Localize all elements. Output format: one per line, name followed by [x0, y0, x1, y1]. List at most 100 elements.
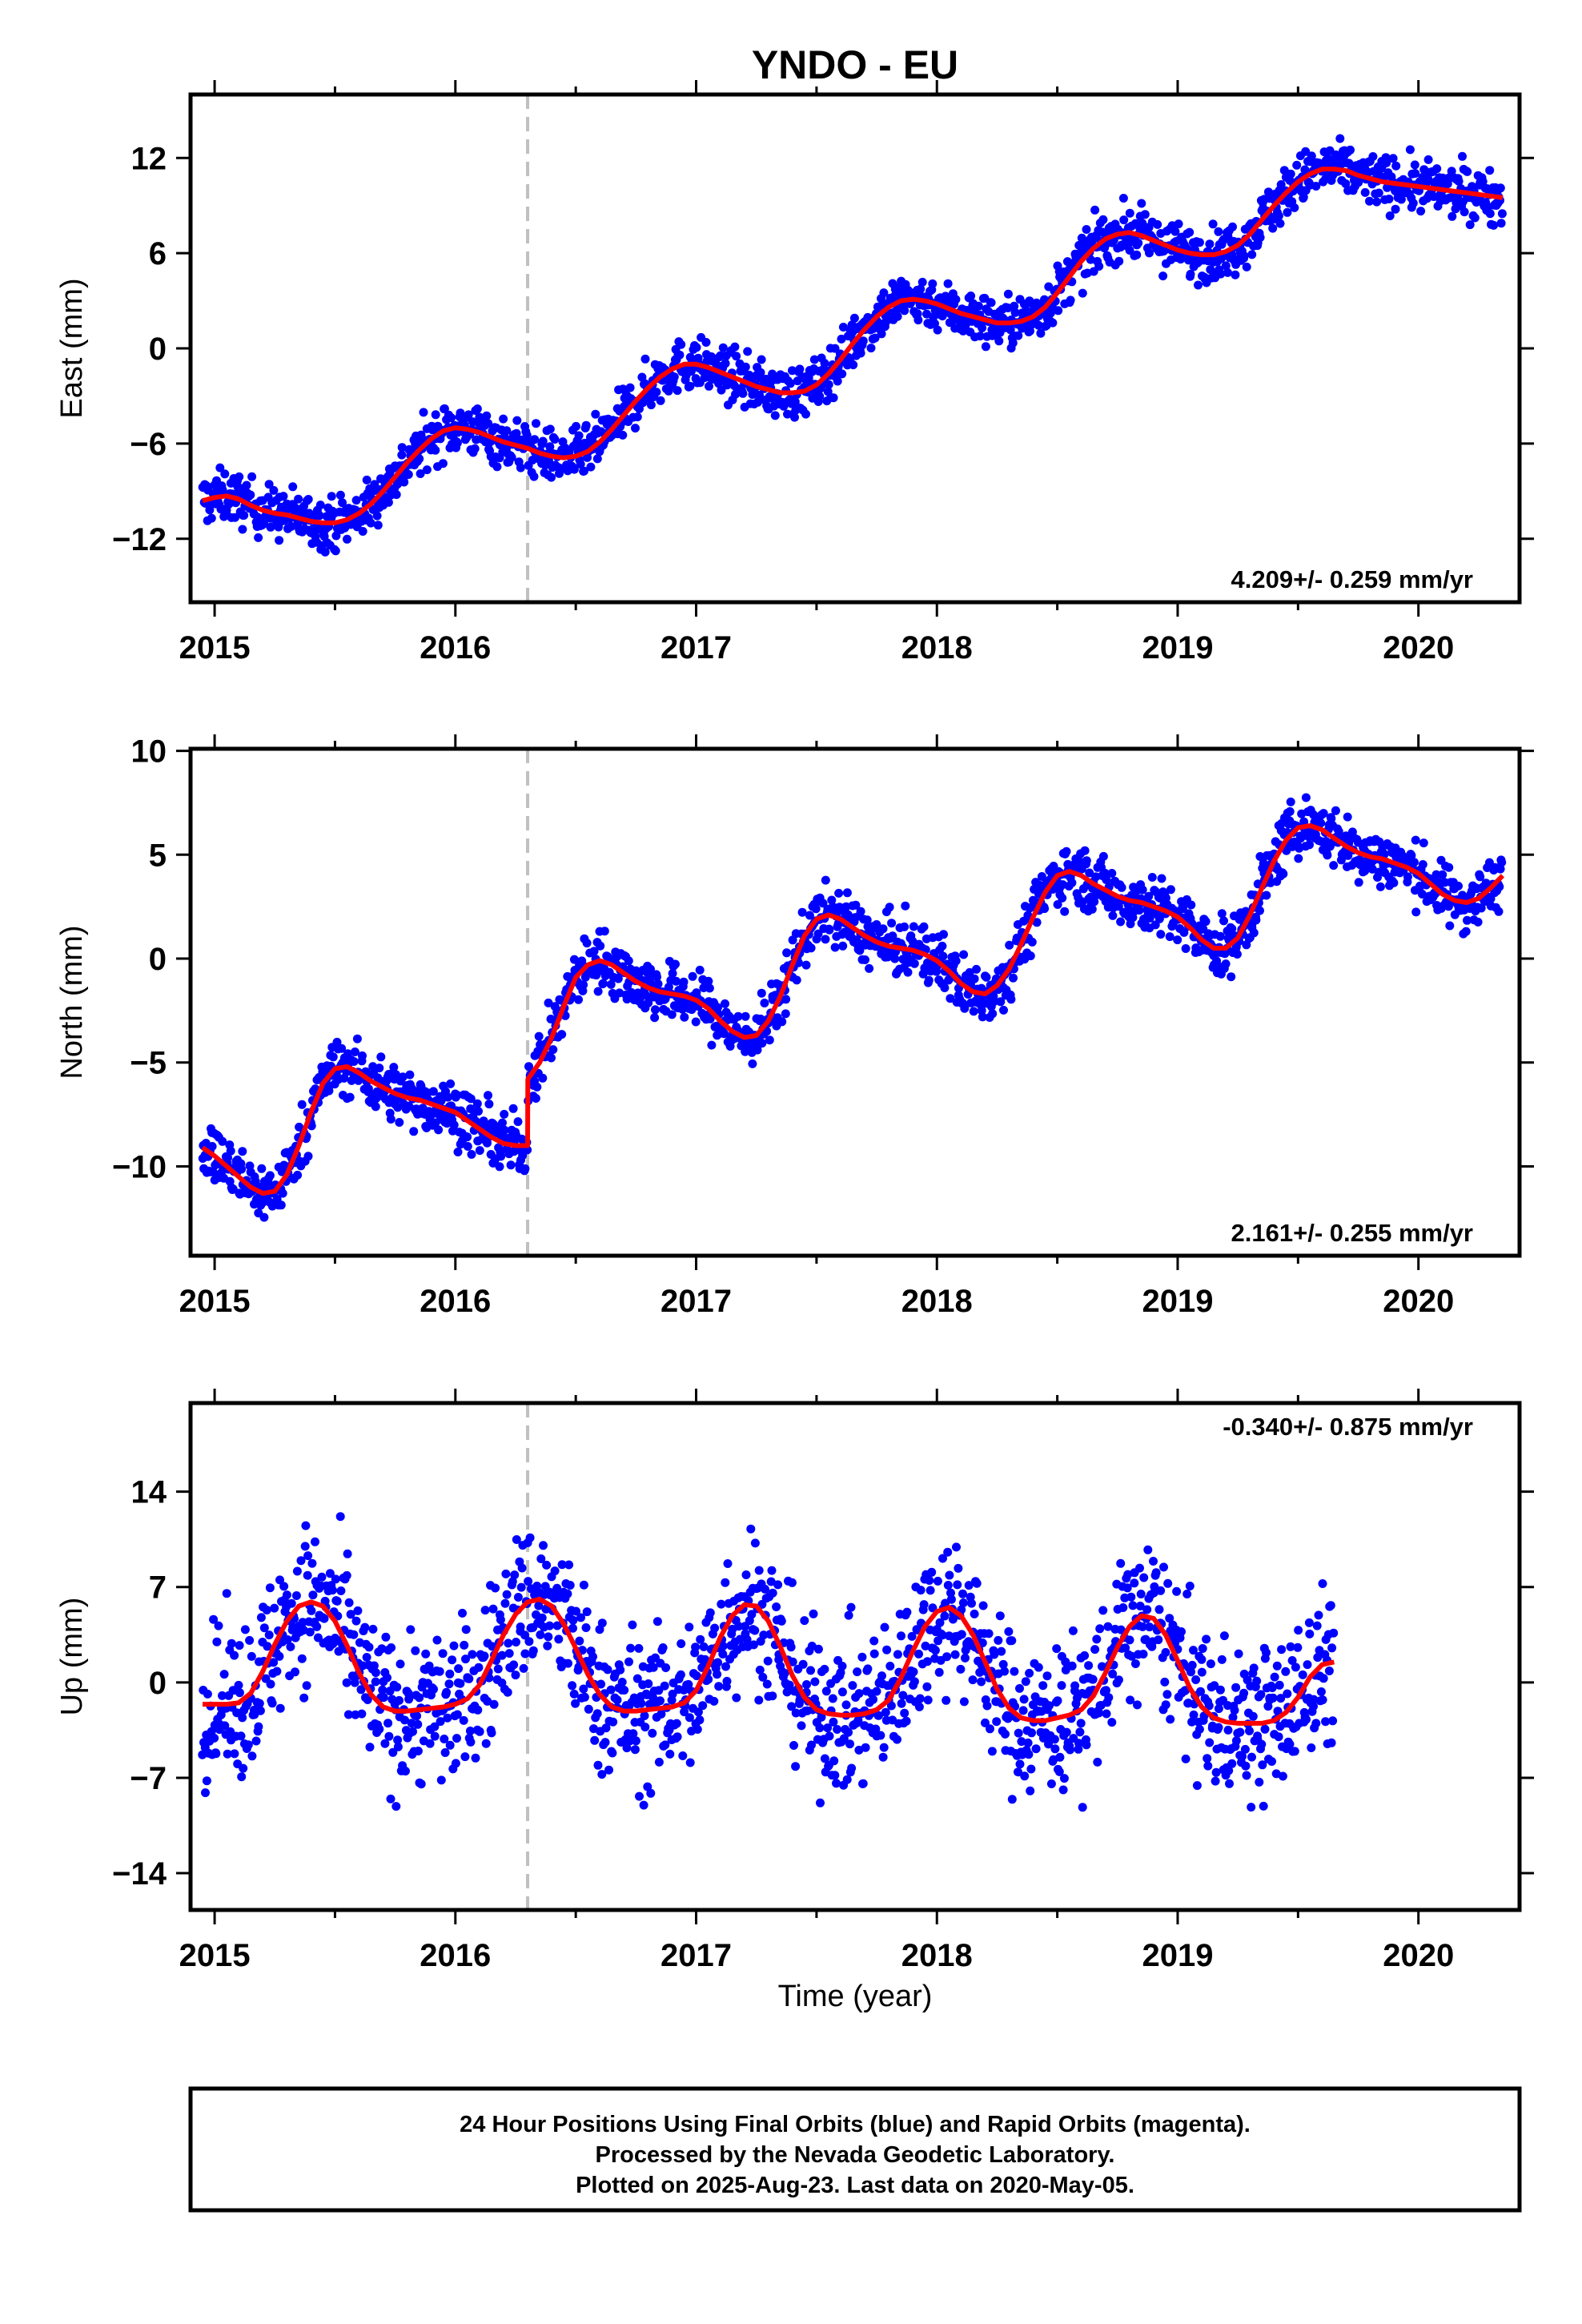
data-point: [798, 1659, 808, 1669]
y-tick-label: −5: [130, 1046, 167, 1081]
data-point: [943, 1581, 953, 1590]
data-point: [468, 1650, 477, 1659]
data-point: [984, 1629, 994, 1638]
data-point: [480, 1606, 490, 1615]
data-point: [834, 888, 844, 898]
data-point: [748, 390, 757, 400]
data-point: [1067, 878, 1077, 887]
data-point: [1118, 1603, 1128, 1612]
data-point: [422, 465, 432, 475]
data-point: [342, 1678, 351, 1687]
data-point: [1259, 858, 1268, 868]
data-point: [473, 1705, 483, 1715]
data-point: [1052, 1644, 1062, 1654]
data-point: [283, 1635, 292, 1644]
data-point: [267, 1699, 277, 1708]
data-point: [247, 1751, 257, 1761]
data-point: [313, 1633, 323, 1642]
data-point: [792, 975, 801, 985]
data-point: [203, 1689, 212, 1699]
data-point: [1360, 187, 1370, 197]
data-point: [791, 1708, 801, 1718]
data-point: [1017, 1737, 1026, 1747]
data-point: [861, 1743, 870, 1752]
data-point: [1303, 1660, 1312, 1670]
data-point: [675, 350, 685, 360]
data-point: [411, 1646, 420, 1655]
data-point: [1145, 1622, 1154, 1632]
y-tick-label: 12: [131, 141, 167, 176]
data-point: [1321, 1717, 1331, 1727]
data-point: [978, 1638, 987, 1647]
data-point: [928, 1603, 938, 1613]
data-point: [1249, 928, 1259, 938]
data-point: [1057, 1681, 1066, 1691]
data-point: [1252, 1676, 1262, 1686]
data-point: [452, 438, 462, 448]
data-point: [1302, 1715, 1311, 1724]
data-point: [447, 413, 456, 423]
data-point: [517, 1563, 527, 1573]
data-point: [757, 988, 766, 998]
x-tick-label: 2017: [661, 630, 732, 665]
data-point: [1192, 1781, 1202, 1791]
data-point: [679, 977, 689, 987]
data-point: [673, 1732, 682, 1742]
data-point: [1268, 1693, 1278, 1703]
data-point: [1024, 1750, 1034, 1759]
data-point: [503, 1687, 512, 1697]
data-point: [877, 329, 886, 339]
data-point: [257, 1164, 267, 1173]
data-point: [830, 344, 840, 353]
data-point: [872, 1687, 881, 1696]
data-point: [1409, 858, 1419, 867]
data-point: [1015, 1683, 1024, 1693]
data-point: [357, 1709, 367, 1719]
data-point: [1061, 1665, 1070, 1675]
data-point: [919, 922, 929, 931]
data-point: [212, 1637, 222, 1647]
data-point: [844, 1727, 853, 1737]
data-point: [1031, 1744, 1041, 1754]
data-point: [1408, 199, 1418, 208]
data-point: [975, 1667, 985, 1677]
data-point: [297, 1100, 307, 1109]
data-point: [564, 1659, 572, 1668]
data-point: [356, 1685, 366, 1695]
data-point: [293, 1170, 303, 1180]
data-point: [890, 954, 900, 963]
data-point: [780, 1668, 789, 1678]
data-point: [404, 1695, 414, 1704]
data-point: [1329, 1628, 1339, 1638]
data-point: [938, 1554, 947, 1563]
data-point: [1327, 1643, 1337, 1653]
data-point: [1118, 194, 1128, 203]
data-point: [1365, 196, 1374, 206]
data-point: [1195, 1724, 1204, 1734]
data-point: [956, 1664, 966, 1674]
data-point: [1343, 812, 1352, 822]
data-point: [795, 364, 805, 374]
data-point: [317, 1572, 327, 1582]
data-point: [844, 1610, 853, 1620]
data-point: [1040, 904, 1050, 914]
data-point: [379, 1693, 388, 1703]
data-point: [969, 1007, 978, 1016]
data-point: [1154, 1635, 1163, 1645]
data-point: [389, 1063, 399, 1072]
data-point: [761, 1584, 769, 1594]
data-point: [926, 1586, 935, 1595]
data-point: [967, 1598, 976, 1608]
data-point: [1313, 1653, 1323, 1663]
data-point: [1260, 1724, 1270, 1734]
data-point: [1102, 1709, 1111, 1719]
data-point: [632, 1674, 642, 1683]
data-point: [493, 1664, 503, 1674]
x-tick-label: 2019: [1142, 1284, 1213, 1319]
data-point: [579, 980, 588, 990]
data-point: [1208, 219, 1218, 229]
data-point: [821, 1687, 831, 1696]
data-point: [405, 1070, 415, 1080]
data-point: [506, 1160, 516, 1170]
data-point: [1134, 906, 1144, 915]
